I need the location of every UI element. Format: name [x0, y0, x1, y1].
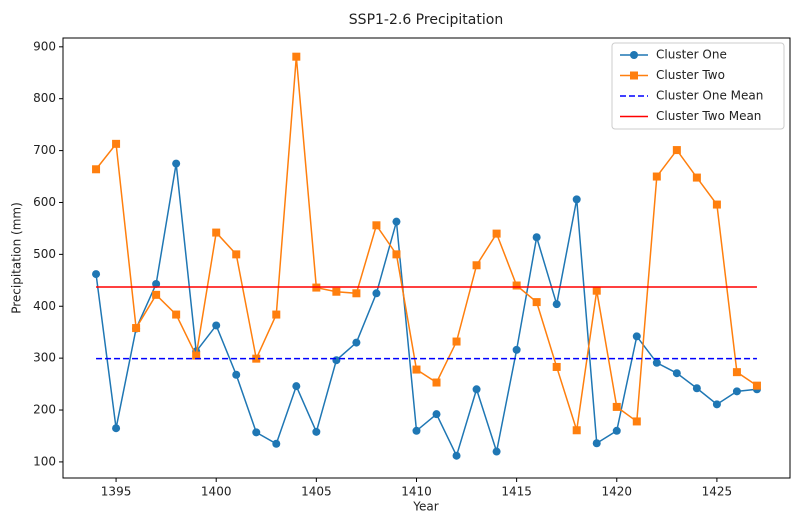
point — [512, 345, 521, 354]
point — [432, 378, 441, 387]
point — [492, 447, 501, 456]
point — [712, 400, 721, 409]
point — [452, 337, 461, 346]
point — [372, 221, 381, 230]
point — [512, 281, 521, 290]
point — [212, 228, 221, 237]
point — [312, 427, 321, 436]
point — [612, 426, 621, 435]
point — [172, 310, 181, 319]
point — [252, 354, 261, 363]
series-line — [95, 163, 758, 458]
legend-marker — [630, 51, 638, 59]
chart-title: SSP1-2.6 Precipitation — [349, 12, 503, 28]
point — [232, 250, 241, 259]
x-tick-label: 1425 — [702, 485, 733, 499]
point — [412, 365, 421, 374]
plot-frame — [62, 37, 791, 479]
point — [172, 159, 181, 168]
point — [272, 310, 281, 319]
point — [152, 279, 161, 288]
point — [292, 382, 301, 391]
x-axis-label: Year — [412, 500, 438, 513]
y-tick-label: 200 — [33, 403, 56, 417]
point — [212, 321, 221, 330]
point — [572, 426, 581, 435]
point — [652, 358, 661, 367]
point — [372, 289, 381, 298]
point — [272, 439, 281, 448]
x-tick-label: 1405 — [301, 485, 332, 499]
y-tick-label: 600 — [33, 195, 56, 209]
point — [472, 385, 481, 394]
point — [92, 165, 101, 174]
point — [112, 424, 121, 433]
point — [692, 173, 701, 182]
x-tick-label: 1395 — [101, 485, 132, 499]
y-tick-label: 700 — [33, 143, 56, 157]
x-tick-label: 1420 — [601, 485, 632, 499]
point — [532, 233, 541, 242]
point — [452, 451, 461, 460]
point — [412, 426, 421, 435]
point — [572, 195, 581, 204]
point — [632, 417, 641, 426]
point — [652, 172, 661, 181]
x-tick-label: 1400 — [201, 485, 232, 499]
y-tick-label: 800 — [33, 91, 56, 105]
point — [252, 428, 261, 437]
point — [752, 381, 761, 390]
point — [732, 368, 741, 377]
point — [332, 287, 341, 296]
y-tick-label: 100 — [33, 454, 56, 468]
legend-label: Cluster Two Mean — [656, 109, 761, 123]
point — [472, 261, 481, 270]
point — [192, 351, 201, 360]
y-tick-label: 400 — [33, 299, 56, 313]
point — [292, 52, 301, 61]
y-axis-label: Precipitation (mm) — [10, 202, 24, 314]
x-tick-label: 1410 — [401, 485, 432, 499]
y-tick-label: 500 — [33, 247, 56, 261]
point — [492, 229, 501, 238]
point — [692, 384, 701, 393]
series-line — [95, 56, 758, 431]
point — [672, 369, 681, 378]
legend-label: Cluster One Mean — [656, 89, 763, 103]
point — [732, 387, 741, 396]
y-tick-label: 300 — [33, 351, 56, 365]
legend-label: Cluster Two — [656, 68, 725, 82]
point — [592, 439, 601, 448]
point — [672, 146, 681, 155]
point — [552, 300, 561, 309]
legend-label: Cluster One — [656, 48, 727, 62]
point — [552, 362, 561, 371]
point — [712, 200, 721, 209]
point — [332, 356, 341, 365]
legend-marker — [630, 71, 638, 80]
point — [592, 286, 601, 295]
legend-box — [611, 42, 785, 130]
point — [392, 217, 401, 226]
point — [632, 332, 641, 341]
point — [352, 338, 361, 347]
y-tick-label: 900 — [33, 39, 56, 53]
point — [612, 402, 621, 411]
point — [112, 139, 121, 148]
point — [432, 410, 441, 419]
point — [352, 289, 361, 298]
point — [152, 290, 161, 299]
point — [92, 270, 101, 279]
point — [392, 250, 401, 259]
x-tick-label: 1415 — [501, 485, 532, 499]
point — [132, 324, 141, 333]
point — [532, 298, 541, 307]
point — [232, 370, 241, 379]
